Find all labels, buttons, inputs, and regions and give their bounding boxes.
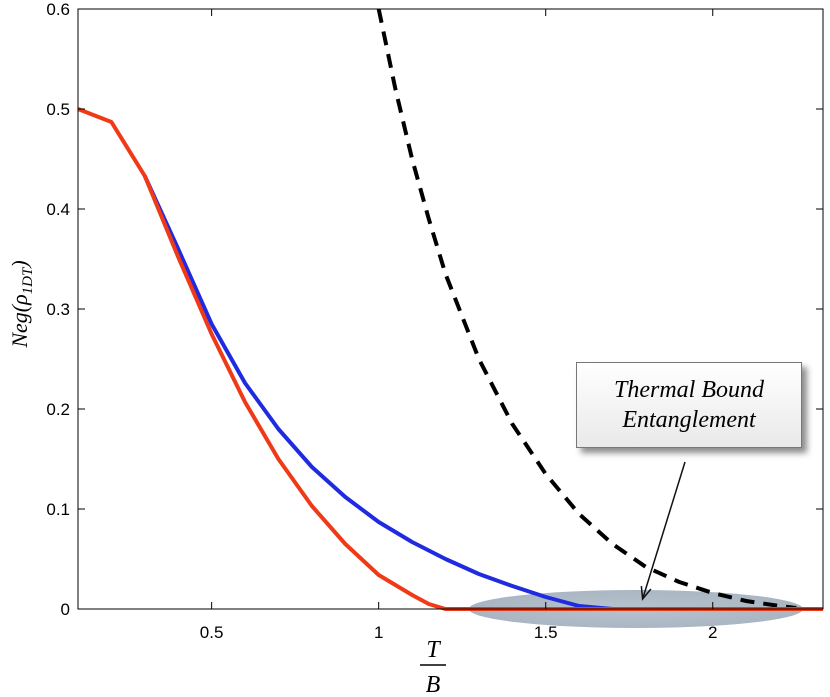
y-axis-label-base: Neg(ρ <box>7 294 32 348</box>
y-tick-label: 0 <box>61 600 70 619</box>
y-tick-label: 0.5 <box>46 100 70 119</box>
y-axis-label: Neg(ρ1DT) <box>7 260 36 348</box>
x-tick-label: 1 <box>374 623 383 642</box>
y-tick-label: 0.3 <box>46 300 70 319</box>
series-line-0 <box>142 175 646 611</box>
annotation-arrow-head <box>640 585 652 601</box>
series-line-2 <box>376 8 797 610</box>
annotation-box: Thermal Bound Entanglement <box>576 362 802 448</box>
axes-frame <box>77 8 824 610</box>
x-tick-label: 0.5 <box>200 623 224 642</box>
x-tick-label: 2 <box>708 623 717 642</box>
y-tick-label: 0.4 <box>46 200 70 219</box>
y-axis-label-subscript: 1DT <box>20 266 36 294</box>
x-axis-label-numerator: T <box>426 637 441 663</box>
y-tick-label: 0.2 <box>46 400 70 419</box>
y-tick-label: 0.6 <box>46 0 70 19</box>
y-axis-label-close: ) <box>7 260 32 269</box>
annotation-arrow-shaft <box>641 461 686 600</box>
series-line-1 <box>77 107 823 611</box>
x-tick-label: 1.5 <box>534 623 558 642</box>
y-tick-label: 0.1 <box>46 500 70 519</box>
annotation-line-2: Entanglement <box>622 407 756 433</box>
x-axis-label-denominator: B <box>426 672 441 697</box>
annotation-line-1: Thermal Bound <box>614 377 764 403</box>
